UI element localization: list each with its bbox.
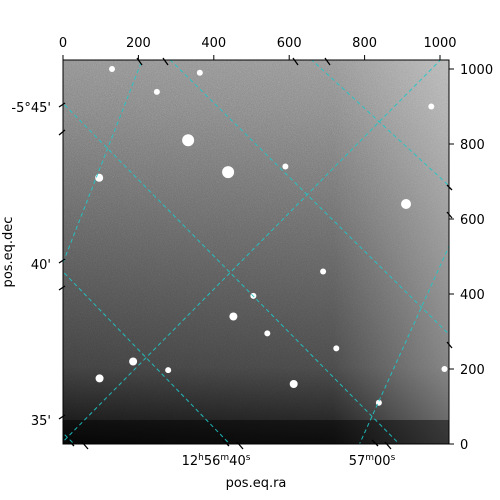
y-tick-label: 1000 — [460, 63, 493, 78]
y-tick-400: 400 — [449, 288, 485, 303]
ra-tick-label-1: 12h56m40s — [182, 453, 251, 469]
grid-line-ra-2 — [63, 60, 442, 443]
grid-line-ra-1 — [63, 60, 143, 265]
dec-tick-label: -5°45' — [11, 101, 51, 116]
x-tick-label: 0 — [59, 36, 67, 51]
x-tick-800: 800 — [352, 36, 377, 60]
grid-line-dec-2 — [63, 102, 400, 444]
star-point-4 — [165, 367, 172, 374]
star-point-14 — [428, 103, 435, 110]
star-point-2 — [129, 357, 138, 366]
star-point-17 — [196, 69, 203, 76]
star-point-13 — [401, 199, 412, 209]
star-point-16 — [109, 66, 116, 72]
star-point-9 — [264, 330, 271, 337]
sky-image — [63, 60, 449, 444]
star-point-18 — [282, 163, 289, 170]
y-tick-label: 200 — [460, 363, 485, 378]
star-sources — [95, 66, 448, 406]
x-tick-label: 200 — [126, 36, 151, 51]
x-tick-400: 400 — [201, 36, 226, 60]
dec-tick-label: 35' — [31, 414, 51, 429]
star-point-3 — [153, 88, 160, 95]
dec-axis-left: -5°45' 40' 35' pos.eq.dec — [1, 101, 66, 429]
star-point-7 — [229, 312, 238, 321]
y-tick-600: 600 — [449, 213, 485, 228]
y-tick-200: 200 — [449, 363, 485, 378]
pixel-y-axis-right: 0 200 400 600 800 1000 — [446, 63, 493, 453]
x-tick-0: 0 — [59, 36, 67, 60]
grid-line-dec-3 — [63, 271, 231, 444]
star-point-6 — [222, 166, 235, 179]
x-tick-label: 800 — [352, 36, 377, 51]
star-point-11 — [333, 345, 340, 352]
x-tick-label: 400 — [201, 36, 226, 51]
star-point-19 — [320, 268, 327, 275]
wcs-grid-lines — [63, 60, 449, 444]
x-tick-200: 200 — [126, 36, 151, 60]
star-point-5 — [182, 134, 195, 147]
ra-tick-label-2: 57m00s — [349, 453, 396, 469]
dec-axis-title: pos.eq.dec — [1, 217, 16, 288]
ra-axis-title: pos.eq.ra — [226, 476, 287, 491]
y-tick-label: 800 — [460, 138, 485, 153]
star-point-1 — [95, 374, 104, 383]
star-point-10 — [289, 380, 298, 388]
grid-line-dec-4 — [63, 432, 75, 444]
y-tick-1000: 1000 — [449, 63, 493, 78]
y-tick-800: 800 — [449, 138, 485, 153]
grid-line-dec-5 — [311, 60, 449, 187]
grid-line-dec-1 — [169, 60, 449, 336]
x-tick-label: 1000 — [423, 36, 456, 51]
pixel-x-axis-top: 0 200 400 600 800 1000 — [59, 36, 457, 66]
y-tick-label: 0 — [460, 438, 468, 453]
dec-tick-label: 40' — [31, 258, 51, 273]
y-tick-0: 0 — [449, 438, 468, 453]
x-tick-1000: 1000 — [423, 36, 457, 60]
x-tick-600: 600 — [277, 36, 302, 60]
star-point-15 — [441, 366, 448, 372]
ra-axis-bottom: 12h56m40s 57m00s pos.eq.ra — [67, 439, 396, 491]
star-point-0 — [95, 173, 104, 182]
plot-frame — [62, 59, 450, 445]
y-tick-label: 600 — [460, 213, 485, 228]
y-tick-label: 400 — [460, 288, 485, 303]
x-tick-label: 600 — [277, 36, 302, 51]
